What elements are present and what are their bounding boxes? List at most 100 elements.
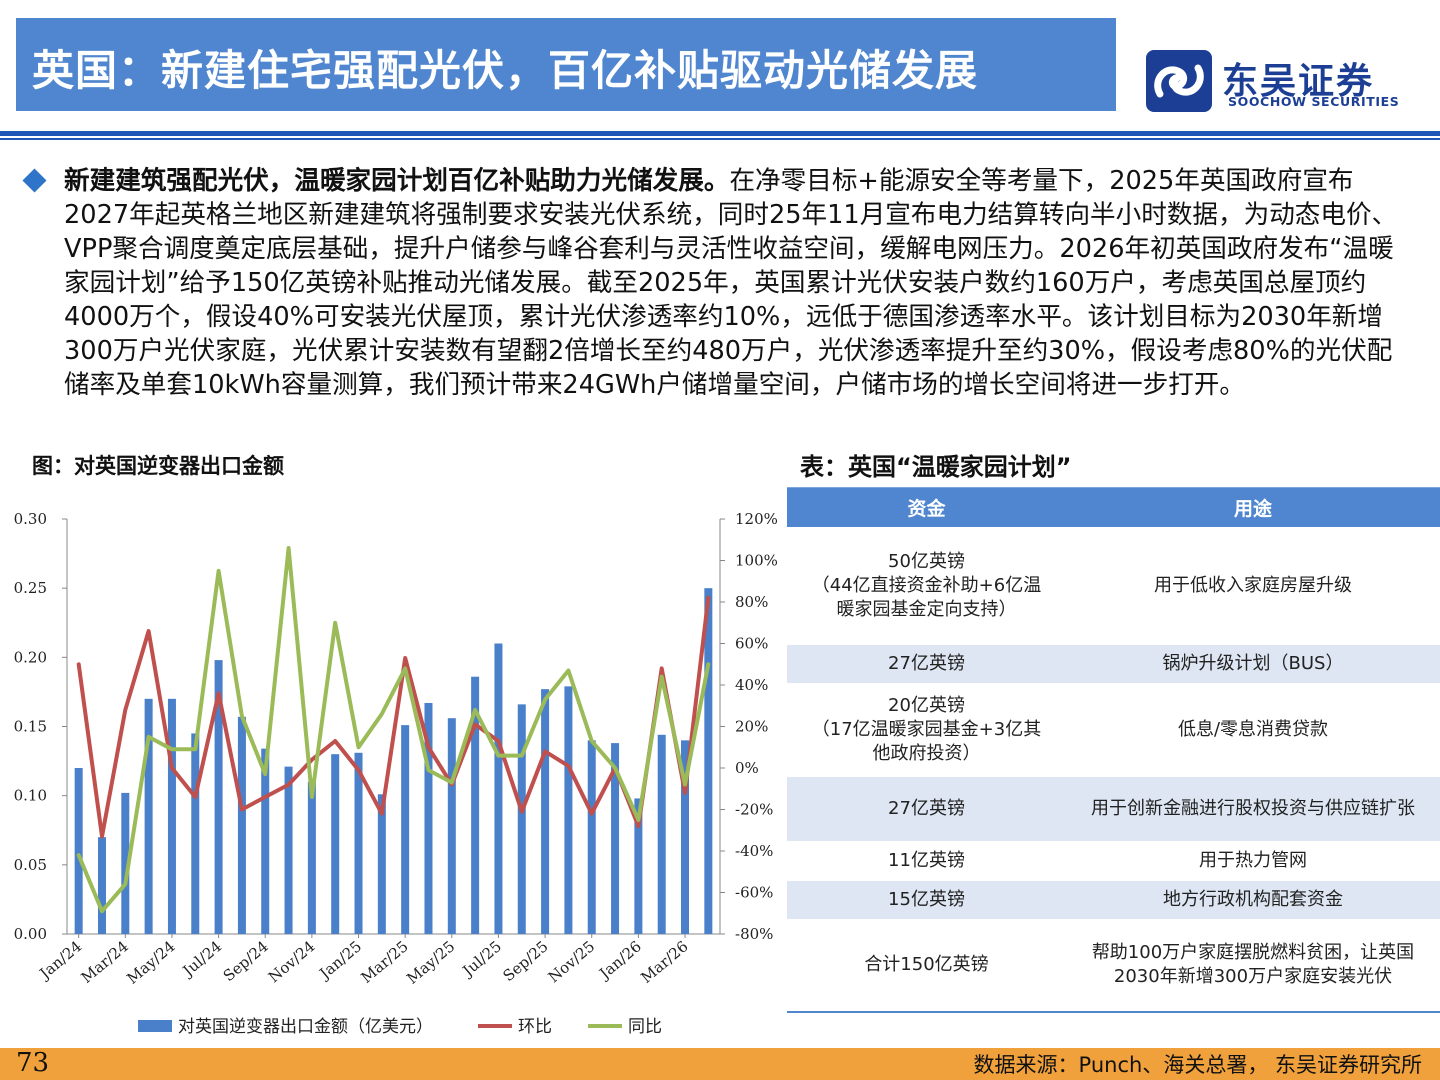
company-logo: 东吴证券 SOOCHOW SECURITIES xyxy=(1146,50,1416,112)
table-cell-fund: 15亿英镑 xyxy=(888,889,965,910)
table-header-fund: 资金 xyxy=(907,498,946,520)
table-row: 11亿英镑 用于热力管网 xyxy=(787,841,1440,881)
left-axis-tick-label: 0.25 xyxy=(14,579,47,597)
left-axis-tick-label: 0.20 xyxy=(14,648,47,666)
right-axis-tick-label: 80% xyxy=(735,593,768,611)
export-bar xyxy=(284,766,293,934)
page-number: 73 xyxy=(16,1048,50,1078)
x-axis-tick-label: Mar/24 xyxy=(78,937,132,987)
x-axis-tick-label: May/25 xyxy=(403,937,458,987)
diamond-bullet-icon xyxy=(22,168,47,193)
x-axis-tick-label: Jan/24 xyxy=(35,937,85,983)
mom-series-line xyxy=(76,595,711,839)
data-source: 数据来源：Punch、海关总署， 东吴证券研究所 xyxy=(973,1053,1422,1077)
table-row: 合计150亿英镑 帮助100万户家庭摆脱燃料贫困，让英国2030年新增300万户家… xyxy=(787,919,1440,1011)
export-bar xyxy=(634,798,643,934)
export-bar xyxy=(494,643,503,934)
export-bar xyxy=(704,588,713,934)
x-axis-tick-label: Jul/24 xyxy=(178,937,225,981)
left-axis-tick-label: 0.15 xyxy=(14,718,47,736)
table-cell-use: 低息/零息消费贷款 xyxy=(1177,719,1329,740)
table-cell-fund: 20亿英镑 （17亿温暖家园基金+3亿其他政府投资） xyxy=(811,695,1042,764)
table-header-use: 用途 xyxy=(1233,498,1272,520)
right-axis-tick-label: 100% xyxy=(735,552,778,570)
export-bar xyxy=(121,792,130,934)
table-cell-fund: 50亿英镑 （44亿直接资金补助+6亿温暖家园基金定向支持） xyxy=(811,551,1042,620)
export-bar xyxy=(144,698,153,934)
warm-homes-plan-table: 资金 用途 50亿英镑 （44亿直接资金补助+6亿温暖家园基金定向支持） 用于低收… xyxy=(787,487,1440,1013)
table-cell-use: 用于低收入家庭房屋升级 xyxy=(1154,575,1352,596)
table-row: 27亿英镑 锅炉升级计划（BUS） xyxy=(787,645,1440,683)
table-cell-fund: 11亿英镑 xyxy=(888,850,965,871)
right-axis-tick-label: -40% xyxy=(735,842,773,860)
legend-bar-label: 对英国逆变器出口金额（亿美元） xyxy=(178,1017,433,1037)
header-rule-thin xyxy=(0,138,1440,140)
table-row: 20亿英镑 （17亿温暖家园基金+3亿其他政府投资） 低息/零息消费贷款 xyxy=(787,683,1440,777)
export-bar xyxy=(681,740,690,934)
x-axis-tick-label: Mar/26 xyxy=(637,937,691,987)
table-header-row: 资金 用途 xyxy=(787,487,1440,527)
right-axis-tick-label: 120% xyxy=(735,510,778,528)
title-bar: 英国：新建住宅强配光伏，百亿补贴驱动光储发展 xyxy=(16,18,1116,111)
inverter-export-chart: 0.00 0.05 0.10 0.15 0.20 0.25 0.30 -80% -60% -40%… xyxy=(14,510,778,1037)
yoy-series-line xyxy=(76,546,711,914)
x-axis-tick-label: Nov/25 xyxy=(545,937,599,986)
export-bar xyxy=(447,718,456,934)
table-cell-fund: 27亿英镑 xyxy=(888,798,965,819)
left-axis-tick-label: 0.05 xyxy=(14,856,47,874)
table-cell-fund: 合计150亿英镑 xyxy=(864,954,989,975)
header-rule-thick xyxy=(0,131,1440,136)
figure-title: 图：对英国逆变器出口金额 xyxy=(32,454,284,478)
export-bar xyxy=(74,768,83,934)
export-bar xyxy=(611,743,620,934)
logo-chinese-name: 东吴证券 xyxy=(1222,61,1375,102)
right-axis-tick-label: 60% xyxy=(735,635,768,653)
x-axis-tick-label: May/24 xyxy=(123,937,178,987)
table-row: 50亿英镑 （44亿直接资金补助+6亿温暖家园基金定向支持） 用于低收入家庭房屋升… xyxy=(787,527,1440,645)
right-axis-tick-label: -80% xyxy=(735,925,773,943)
x-axis-tick-label: Nov/24 xyxy=(265,937,319,986)
logo-english-name: SOOCHOW SECURITIES xyxy=(1228,94,1400,109)
page-title: 英国：新建住宅强配光伏，百亿补贴驱动光储发展 xyxy=(32,46,979,95)
table-cell-use: 用于热力管网 xyxy=(1199,850,1307,871)
x-axis-tick-label: Sep/24 xyxy=(220,937,272,985)
table-bottom-rule xyxy=(787,1011,1440,1013)
export-bar xyxy=(424,702,433,934)
left-axis-tick-label: 0.00 xyxy=(14,925,47,943)
export-bar xyxy=(307,781,316,934)
x-axis-tick-label: Sep/25 xyxy=(500,937,552,985)
table-title: 表：英国“温暖家园计划” xyxy=(800,453,1072,481)
summary-text: 在净零目标+能源安全等考量下，2025年英国政府宣布2027年起英格兰地区新建建… xyxy=(64,166,1398,400)
legend-bar-swatch xyxy=(138,1020,172,1032)
right-axis-tick-label: -60% xyxy=(735,884,773,902)
summary-lead: 新建建筑强配光伏，温暖家园计划百亿补贴助力光储发展。 xyxy=(64,166,730,196)
footer-bar xyxy=(0,1048,1440,1080)
table-row: 15亿英镑 地方行政机构配套资金 xyxy=(787,881,1440,919)
table-cell-fund: 27亿英镑 xyxy=(888,653,965,674)
right-axis-tick-label: 0% xyxy=(735,759,759,777)
table-cell-use: 帮助100万户家庭摆脱燃料贫困，让英国2030年新增300万户家庭安装光伏 xyxy=(1091,942,1415,987)
left-axis-tick-label: 0.10 xyxy=(14,787,47,805)
export-bar xyxy=(471,676,480,934)
left-axis-tick-label: 0.30 xyxy=(14,510,47,528)
legend-yoy-label: 同比 xyxy=(628,1017,662,1037)
x-axis-tick-label: Mar/25 xyxy=(358,937,412,987)
export-bar xyxy=(587,740,596,934)
table-cell-use: 锅炉升级计划（BUS） xyxy=(1162,653,1344,674)
export-bar xyxy=(331,754,340,934)
x-axis-tick-label: Jan/25 xyxy=(315,937,365,983)
x-axis-tick-label: Jul/25 xyxy=(458,937,505,981)
summary-paragraph: 新建建筑强配光伏，温暖家园计划百亿补贴助力光储发展。在净零目标+能源安全等考量下… xyxy=(64,164,1404,402)
export-bar xyxy=(261,748,270,934)
right-axis-tick-label: -20% xyxy=(735,801,773,819)
right-axis-tick-label: 40% xyxy=(735,676,768,694)
x-axis-tick-label: Jan/26 xyxy=(594,937,644,983)
export-bar xyxy=(214,660,223,934)
export-bar xyxy=(541,689,550,934)
export-bar xyxy=(97,837,106,934)
export-bar xyxy=(564,686,573,934)
export-bar xyxy=(517,704,526,934)
table-cell-use: 用于创新金融进行股权投资与供应链扩张 xyxy=(1091,798,1415,819)
export-bar xyxy=(191,733,200,934)
table-cell-use: 地方行政机构配套资金 xyxy=(1163,889,1343,910)
